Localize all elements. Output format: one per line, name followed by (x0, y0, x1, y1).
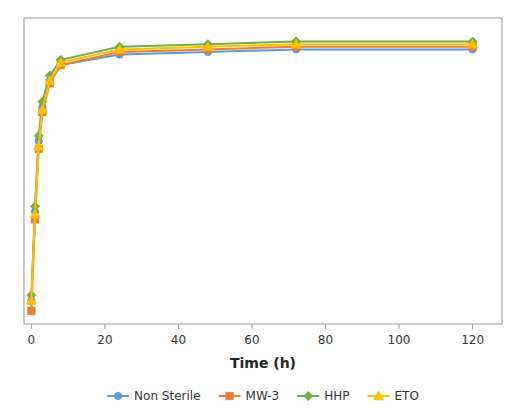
data-point (468, 39, 477, 47)
x-tick-label: 20 (97, 333, 112, 347)
data-point (27, 296, 36, 304)
x-tick-label: 80 (318, 333, 333, 347)
legend-marker (304, 392, 313, 401)
data-point (45, 76, 54, 84)
legend-label: ETO (395, 389, 419, 403)
data-point (34, 141, 43, 149)
legend-item: MW-3 (219, 389, 280, 403)
legend-label: MW-3 (246, 389, 280, 403)
legend-marker (115, 392, 122, 399)
legend-item: ETO (368, 389, 419, 403)
series-line (31, 47, 472, 311)
data-point (203, 42, 212, 50)
x-tick (104, 324, 105, 329)
series-line (31, 44, 472, 300)
legend-label: HHP (324, 389, 349, 403)
legend-marker (226, 392, 233, 399)
x-tick (472, 324, 473, 329)
x-tick (399, 324, 400, 329)
x-tick (31, 324, 32, 329)
chart: 0 20 40 60 80 100 120 Time (h) Non Sterile MW-3 HH… (0, 0, 520, 420)
x-tick (251, 324, 252, 329)
x-tick (325, 324, 326, 329)
legend-marker (374, 391, 383, 399)
data-point (28, 307, 35, 314)
legend-item: HHP (297, 389, 349, 403)
x-axis-label: Time (h) (230, 355, 296, 371)
legend-item: Non Sterile (107, 389, 200, 403)
plot-frame (24, 18, 502, 324)
legend-label: Non Sterile (134, 389, 200, 403)
data-point (115, 45, 124, 53)
data-point (30, 209, 39, 217)
x-tick-label: 40 (171, 333, 186, 347)
x-tick-label: 100 (388, 333, 411, 347)
series-line (31, 42, 472, 296)
x-tick-label: 120 (461, 333, 484, 347)
x-tick (178, 324, 179, 329)
data-point (56, 58, 65, 66)
data-point (38, 105, 47, 113)
data-point (291, 39, 300, 47)
x-tick-label: 60 (244, 333, 259, 347)
plot-area (27, 37, 478, 314)
x-tick-label: 0 (28, 333, 36, 347)
legend: Non Sterile MW-3 HHP ETO (107, 389, 419, 403)
series-line (31, 49, 472, 300)
